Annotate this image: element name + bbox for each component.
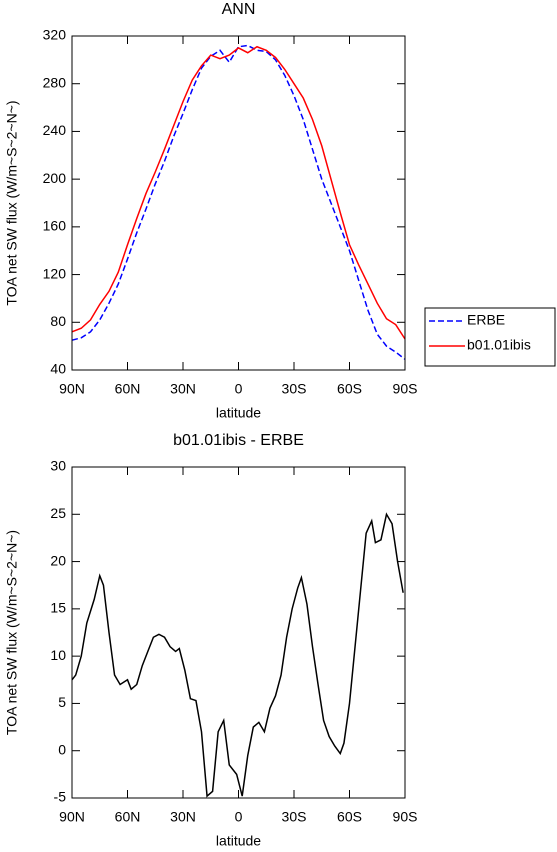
x-tick-label: 60N bbox=[115, 809, 141, 825]
chart-title: b01.01ibis - ERBE bbox=[173, 432, 304, 449]
y-tick-label: 280 bbox=[43, 74, 67, 90]
plot-frame bbox=[71, 466, 406, 799]
y-tick-label: 40 bbox=[50, 361, 66, 377]
x-axis-label: latitude bbox=[216, 405, 261, 421]
y-tick-label: 25 bbox=[50, 505, 66, 521]
legend-label: b01.01ibis bbox=[467, 337, 531, 353]
y-tick-label: 240 bbox=[43, 122, 67, 138]
y-tick-label: -5 bbox=[54, 789, 67, 805]
x-tick-label: 90S bbox=[393, 381, 418, 397]
data-line bbox=[71, 45, 406, 340]
y-tick-label: 120 bbox=[43, 265, 67, 281]
y-tick-label: 30 bbox=[50, 458, 66, 474]
y-tick-label: 5 bbox=[58, 694, 66, 710]
y-tick-label: 80 bbox=[50, 313, 66, 329]
y-tick-label: 200 bbox=[43, 170, 67, 186]
legend-box bbox=[424, 307, 556, 367]
y-tick-label: 20 bbox=[50, 552, 66, 568]
x-tick-label: 90N bbox=[59, 381, 85, 397]
y-tick-label: 0 bbox=[58, 741, 66, 757]
plot-frame bbox=[71, 35, 406, 371]
x-tick-label: 60N bbox=[115, 381, 141, 397]
x-tick-label: 60S bbox=[337, 381, 362, 397]
x-tick-label: 90N bbox=[59, 809, 85, 825]
y-tick-label: 160 bbox=[43, 218, 67, 234]
x-tick-label: 60S bbox=[337, 809, 362, 825]
x-tick-label: 30N bbox=[170, 809, 196, 825]
legend-label: ERBE bbox=[467, 312, 505, 328]
x-tick-label: 30S bbox=[282, 809, 307, 825]
x-tick-label: 0 bbox=[235, 809, 243, 825]
data-line bbox=[71, 512, 404, 798]
x-tick-label: 30N bbox=[170, 381, 196, 397]
y-axis-label: TOA net SW flux (W/m~S~2~N~) bbox=[4, 100, 20, 305]
y-tick-label: 10 bbox=[50, 647, 66, 663]
x-tick-label: 90S bbox=[393, 809, 418, 825]
y-tick-label: 320 bbox=[43, 27, 67, 43]
x-tick-label: 30S bbox=[282, 381, 307, 397]
y-tick-label: 15 bbox=[50, 600, 66, 616]
x-tick-label: 0 bbox=[235, 381, 243, 397]
x-axis-label: latitude bbox=[216, 833, 261, 849]
chart-title: ANN bbox=[222, 1, 256, 18]
y-axis-label: TOA net SW flux (W/m~S~2~N~) bbox=[4, 530, 20, 735]
data-line bbox=[71, 44, 406, 360]
